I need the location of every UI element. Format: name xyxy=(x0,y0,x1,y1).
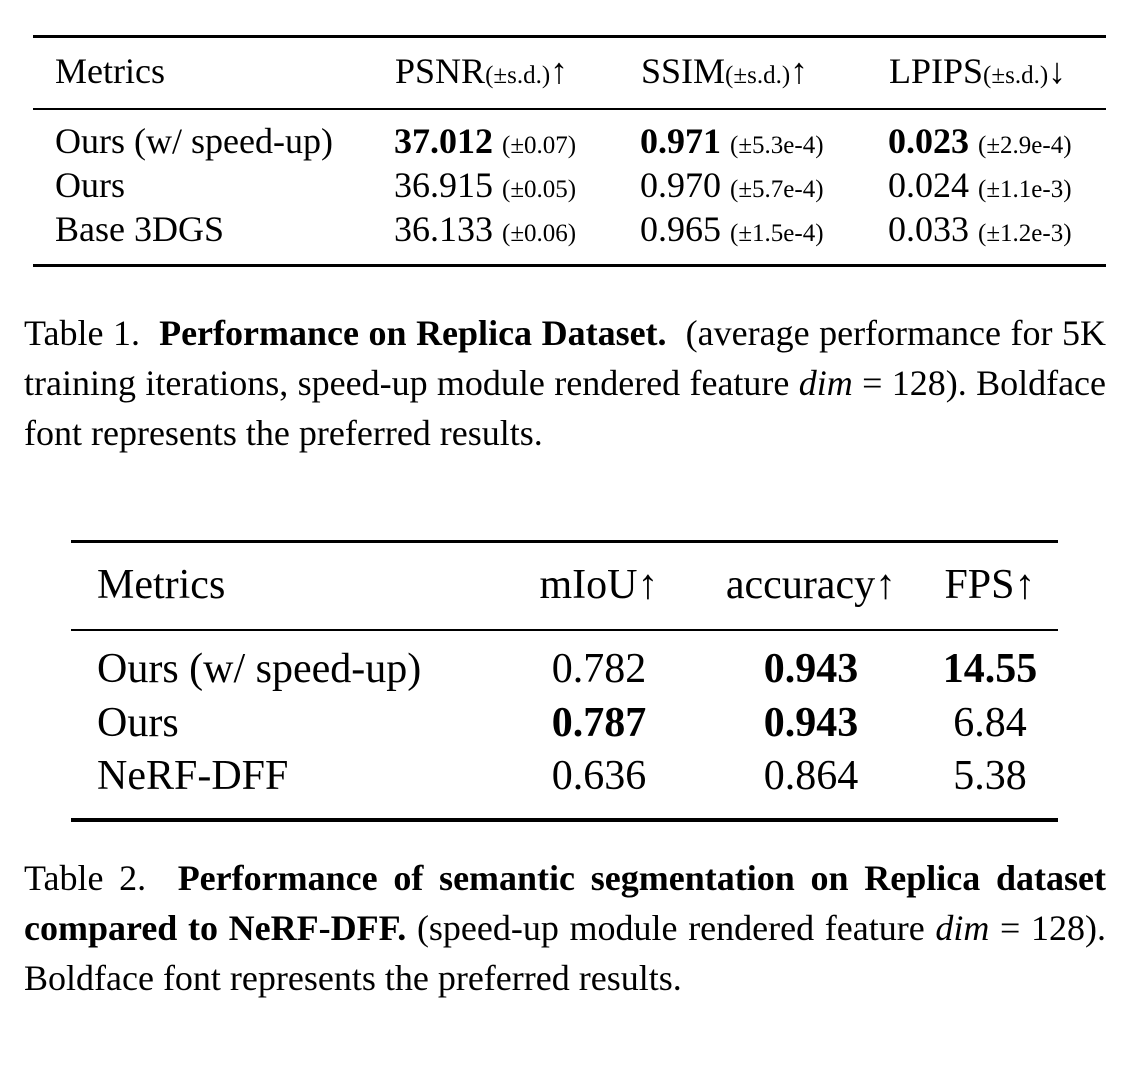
caption-label: Table 1. xyxy=(24,313,140,353)
method-cell: Ours xyxy=(97,699,179,746)
ssim-value: 0.965 xyxy=(640,208,721,249)
miou-cell: 0.787 xyxy=(551,699,647,746)
table-2-header-fps: FPS↑ xyxy=(944,562,1036,608)
table-2-header-miou: mIoU↑ xyxy=(539,562,659,608)
table-1-header-row: Metrics PSNR(±s.d.)↑ SSIM(±s.d.)↑ LPIPS(… xyxy=(33,36,1106,109)
table-2: Metrics mIoU↑ accuracy↑ FPS↑ Ours (w/ sp… xyxy=(71,540,1058,822)
psnr-sd: (±0.07) xyxy=(502,131,577,159)
caption-text: (speed-up module rendered feature xyxy=(416,908,925,948)
lpips-label: LPIPS xyxy=(889,51,984,91)
ssim-value: 0.971 xyxy=(640,120,721,161)
caption-math-var: dim xyxy=(935,908,990,948)
psnr-label: PSNR xyxy=(395,51,486,91)
fps-cell: 5.38 xyxy=(953,753,1027,800)
psnr-value: 37.012 xyxy=(394,120,493,161)
lpips-sd-label: (±s.d.) xyxy=(983,62,1049,89)
lpips-cell: 0.024 (±1.1e-3) xyxy=(888,164,1106,208)
up-arrow-icon: ↑ xyxy=(790,51,809,91)
table-row: Ours (w/ speed-up) 37.012 (±0.07) 0.971 … xyxy=(33,109,1106,164)
table-row: Ours 0.787 0.943 6.84 xyxy=(71,697,1058,751)
ssim-sd: (±5.7e-4) xyxy=(730,175,824,203)
table-1-header-lpips: LPIPS(±s.d.)↓ xyxy=(888,37,1106,109)
table-row: Ours (w/ speed-up) 0.782 0.943 14.55 xyxy=(71,630,1058,697)
lpips-value: 0.023 xyxy=(888,120,969,161)
method-cell: Ours (w/ speed-up) xyxy=(55,120,333,161)
psnr-sd-label: (±s.d.) xyxy=(485,62,551,89)
method-cell: Base 3DGS xyxy=(55,208,224,249)
lpips-sd: (±2.9e-4) xyxy=(978,131,1072,159)
table-row: Base 3DGS 36.133 (±0.06) 0.965 (±1.5e-4)… xyxy=(33,208,1106,266)
psnr-value: 36.915 xyxy=(394,164,493,205)
miou-cell: 0.782 xyxy=(551,645,647,692)
psnr-cell: 36.133 (±0.06) xyxy=(394,208,640,265)
psnr-sd: (±0.05) xyxy=(502,175,577,203)
up-arrow-icon: ↑ xyxy=(550,51,569,91)
caption-text: = 128). Boldface font represents the pre… xyxy=(24,363,1107,453)
table-row: Ours 36.915 (±0.05) 0.970 (±5.7e-4) 0.02… xyxy=(33,164,1106,208)
table-1-header-metrics: Metrics xyxy=(55,51,165,91)
accuracy-cell: 0.864 xyxy=(763,753,859,800)
lpips-sd: (±1.2e-3) xyxy=(978,219,1072,247)
caption-title: Performance on Replica Dataset. xyxy=(159,313,667,353)
ssim-cell: 0.971 (±5.3e-4) xyxy=(640,109,888,164)
psnr-sd: (±0.06) xyxy=(502,219,577,247)
fps-cell: 14.55 xyxy=(942,645,1038,692)
ssim-sd: (±1.5e-4) xyxy=(730,219,824,247)
method-cell: NeRF-DFF xyxy=(97,753,289,800)
table-1-header-ssim: SSIM(±s.d.)↑ xyxy=(640,37,888,109)
method-cell: Ours (w/ speed-up) xyxy=(97,645,422,692)
table-2-caption: Table 2. Performance of semantic segment… xyxy=(24,853,1106,1003)
accuracy-cell: 0.943 xyxy=(763,699,859,746)
lpips-value: 0.024 xyxy=(888,164,969,205)
down-arrow-icon: ↓ xyxy=(1048,51,1067,91)
lpips-cell: 0.023 (±2.9e-4) xyxy=(888,109,1106,164)
caption-text: (average performance for 5K training ite… xyxy=(24,313,1107,403)
table-2-header-accuracy: accuracy↑ xyxy=(725,562,897,608)
psnr-value: 36.133 xyxy=(394,208,493,249)
caption-text: = 128). Boldface font represents the pre… xyxy=(24,908,1107,998)
miou-cell: 0.636 xyxy=(551,753,647,800)
table-1: Metrics PSNR(±s.d.)↑ SSIM(±s.d.)↑ LPIPS(… xyxy=(33,35,1106,267)
lpips-cell: 0.033 (±1.2e-3) xyxy=(888,208,1106,265)
table-row: NeRF-DFF 0.636 0.864 5.38 xyxy=(71,750,1058,820)
table-1-header-psnr: PSNR(±s.d.)↑ xyxy=(394,37,640,109)
method-cell: Ours xyxy=(55,164,125,205)
psnr-cell: 37.012 (±0.07) xyxy=(394,109,640,164)
table-2-grid: Metrics mIoU↑ accuracy↑ FPS↑ Ours (w/ sp… xyxy=(71,540,1058,822)
ssim-cell: 0.965 (±1.5e-4) xyxy=(640,208,888,265)
table-1-caption: Table 1. Performance on Replica Dataset.… xyxy=(24,308,1106,458)
lpips-sd: (±1.1e-3) xyxy=(978,175,1072,203)
ssim-label: SSIM xyxy=(641,51,726,91)
lpips-value: 0.033 xyxy=(888,208,969,249)
psnr-cell: 36.915 (±0.05) xyxy=(394,164,640,208)
caption-title: Performance of semantic segmentation on … xyxy=(24,858,1106,948)
caption-label: Table 2. xyxy=(24,858,147,898)
ssim-sd-label: (±s.d.) xyxy=(725,62,791,89)
table-1-grid: Metrics PSNR(±s.d.)↑ SSIM(±s.d.)↑ LPIPS(… xyxy=(33,35,1106,267)
ssim-cell: 0.970 (±5.7e-4) xyxy=(640,164,888,208)
caption-math-var: dim xyxy=(798,363,853,403)
fps-cell: 6.84 xyxy=(953,699,1027,746)
ssim-sd: (±5.3e-4) xyxy=(730,131,824,159)
table-2-header-metrics: Metrics xyxy=(97,562,226,608)
accuracy-cell: 0.943 xyxy=(763,645,859,692)
ssim-value: 0.970 xyxy=(640,164,721,205)
table-2-header-row: Metrics mIoU↑ accuracy↑ FPS↑ xyxy=(71,541,1058,630)
